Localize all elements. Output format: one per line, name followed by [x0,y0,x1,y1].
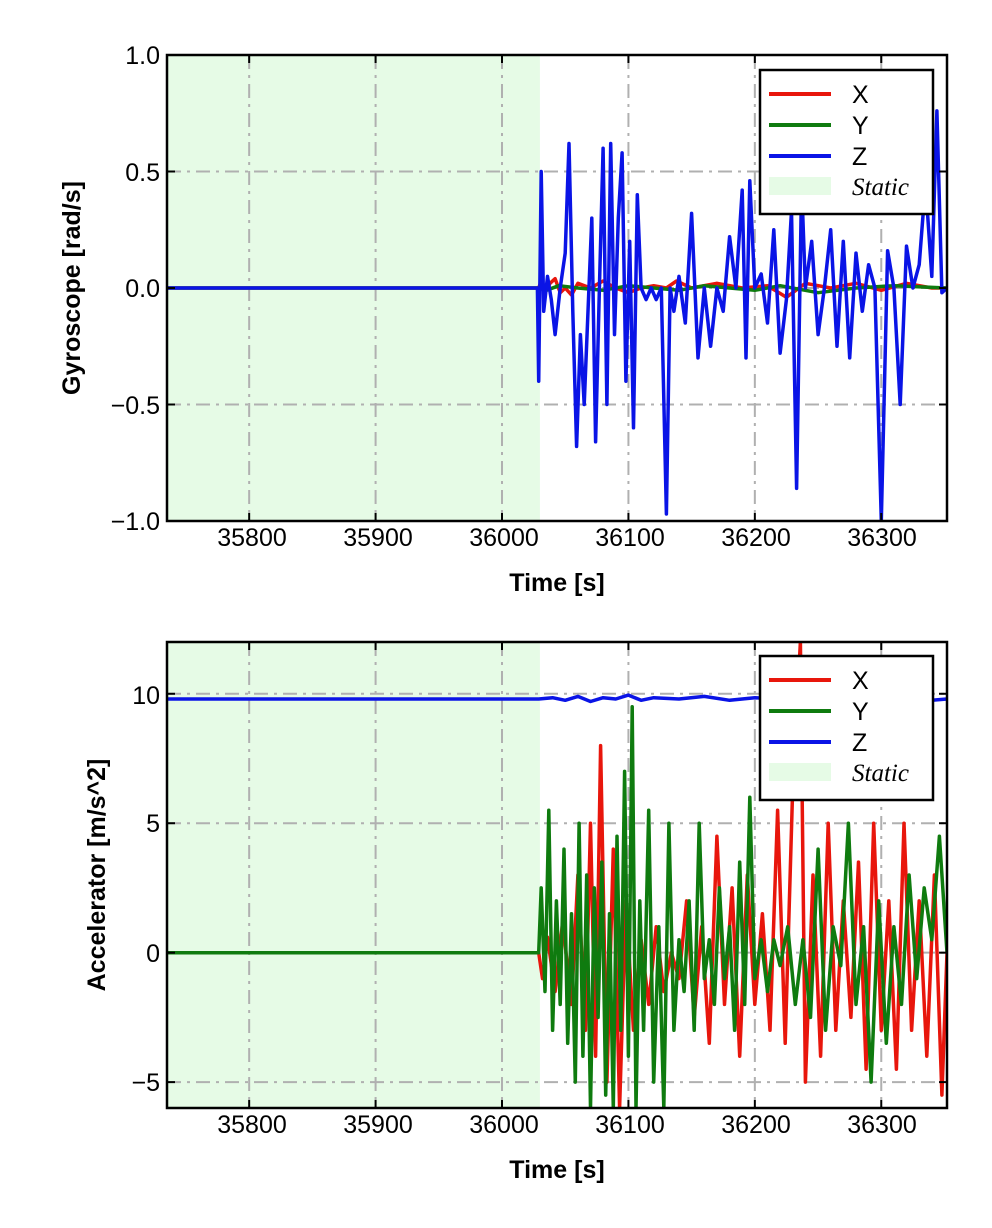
gyroscope-series-z-line [167,109,947,521]
accelerator-legend-label-static: Static [852,760,909,787]
accelerator-xtick-label: 35800 [217,1111,287,1139]
accelerator-ticks-layer [167,642,947,1108]
gyroscope-y-axis-title: Gyroscope [rad/s] [58,181,86,395]
gyroscope-legend-label-z: Z [852,143,867,171]
gyroscope-ytick-label: 0.5 [125,159,160,187]
accelerator-xtick-label: 36100 [595,1111,665,1139]
gyroscope-xtick-label: 36300 [847,524,917,552]
accelerator-ytick-label: 0 [146,940,160,968]
accelerator-legend: X Y Z Static [758,654,935,802]
gyroscope-legend-label-x: X [852,81,869,109]
gyroscope-xtick-label: 36100 [595,524,665,552]
accelerator-legend-handle-static [769,763,831,781]
gyroscope-series-y-line [167,283,947,295]
gyroscope-xtick-label: 35800 [217,524,287,552]
accelerator-axes-frame [165,640,949,1110]
gyroscope-ticks-layer [167,54,947,522]
gyroscope-ytick-label: −1.0 [111,508,160,536]
gyroscope-ytick-label: 1.0 [125,42,160,70]
gyroscope-panel: 1.0 0.5 0.0 −0.5 −1.0 35800 35900 36000 … [58,42,949,597]
accelerator-ytick-label: −5 [131,1069,160,1097]
gyroscope-legend: X Y Z Static [758,68,935,216]
accelerator-ytick-label: 5 [146,810,160,838]
accelerator-xtick-label: 36000 [469,1111,539,1139]
gyroscope-x-axis-title: Time [s] [509,569,604,597]
accelerator-static-region [167,642,540,1108]
accelerator-static-region-layer [167,642,540,1108]
gyroscope-xtick-label: 36000 [469,524,539,552]
gyroscope-legend-label-static: Static [852,174,909,201]
accelerator-xtick-label: 36200 [721,1111,791,1139]
accelerator-legend-label-y: Y [852,698,869,726]
accelerator-xtick-label: 35900 [343,1111,413,1139]
accelerator-legend-label-z: Z [852,729,867,757]
accelerator-series-y-line [167,704,947,1108]
accelerator-legend-label-x: X [852,667,869,695]
accelerator-x-axis-title: Time [s] [509,1156,604,1184]
gyroscope-legend-label-y: Y [852,112,869,140]
accelerator-y-axis-title: Accelerator [m/s^2] [83,759,111,992]
gyroscope-ytick-label: 0.0 [125,275,160,303]
gyroscope-xtick-label: 36200 [721,524,791,552]
gyroscope-series-layer [167,109,947,521]
accelerator-xtick-label: 36300 [847,1111,917,1139]
gyroscope-legend-handle-static [769,177,831,195]
gyroscope-xtick-label: 35900 [343,524,413,552]
accelerator-panel: 10 5 0 −5 35800 35900 36000 36100 36200 … [83,640,949,1184]
gyroscope-ytick-label: −0.5 [111,392,160,420]
accelerator-ytick-label: 10 [132,682,160,710]
